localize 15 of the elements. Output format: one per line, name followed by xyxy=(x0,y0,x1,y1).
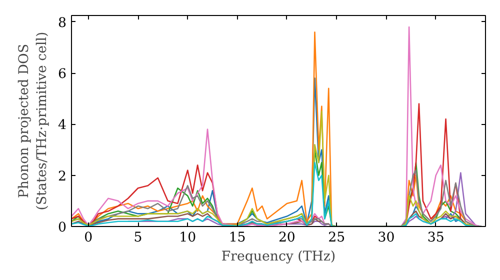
y-tick-label: 0 xyxy=(58,220,67,236)
x-tick-label: 0 xyxy=(84,230,93,246)
y-tick-label: 2 xyxy=(58,169,67,184)
x-axis-title: Frequency (THz) xyxy=(221,250,336,264)
y-tick-label: 8 xyxy=(58,16,67,31)
x-tick-label: 30 xyxy=(378,230,395,246)
x-tick-label: 10 xyxy=(179,230,196,246)
y-axis-title: Phonon projected DOS (States/THz·primitive cell) xyxy=(17,32,50,210)
x-tick-label: 20 xyxy=(278,230,296,246)
x-tick-label: 15 xyxy=(228,230,246,246)
y-tick-label: 4 xyxy=(58,118,67,134)
x-tick-label: 5 xyxy=(134,230,142,246)
x-tick-label: 25 xyxy=(328,230,346,246)
x-tick-label: 35 xyxy=(427,230,444,246)
y-tick-label: 6 xyxy=(58,67,67,82)
